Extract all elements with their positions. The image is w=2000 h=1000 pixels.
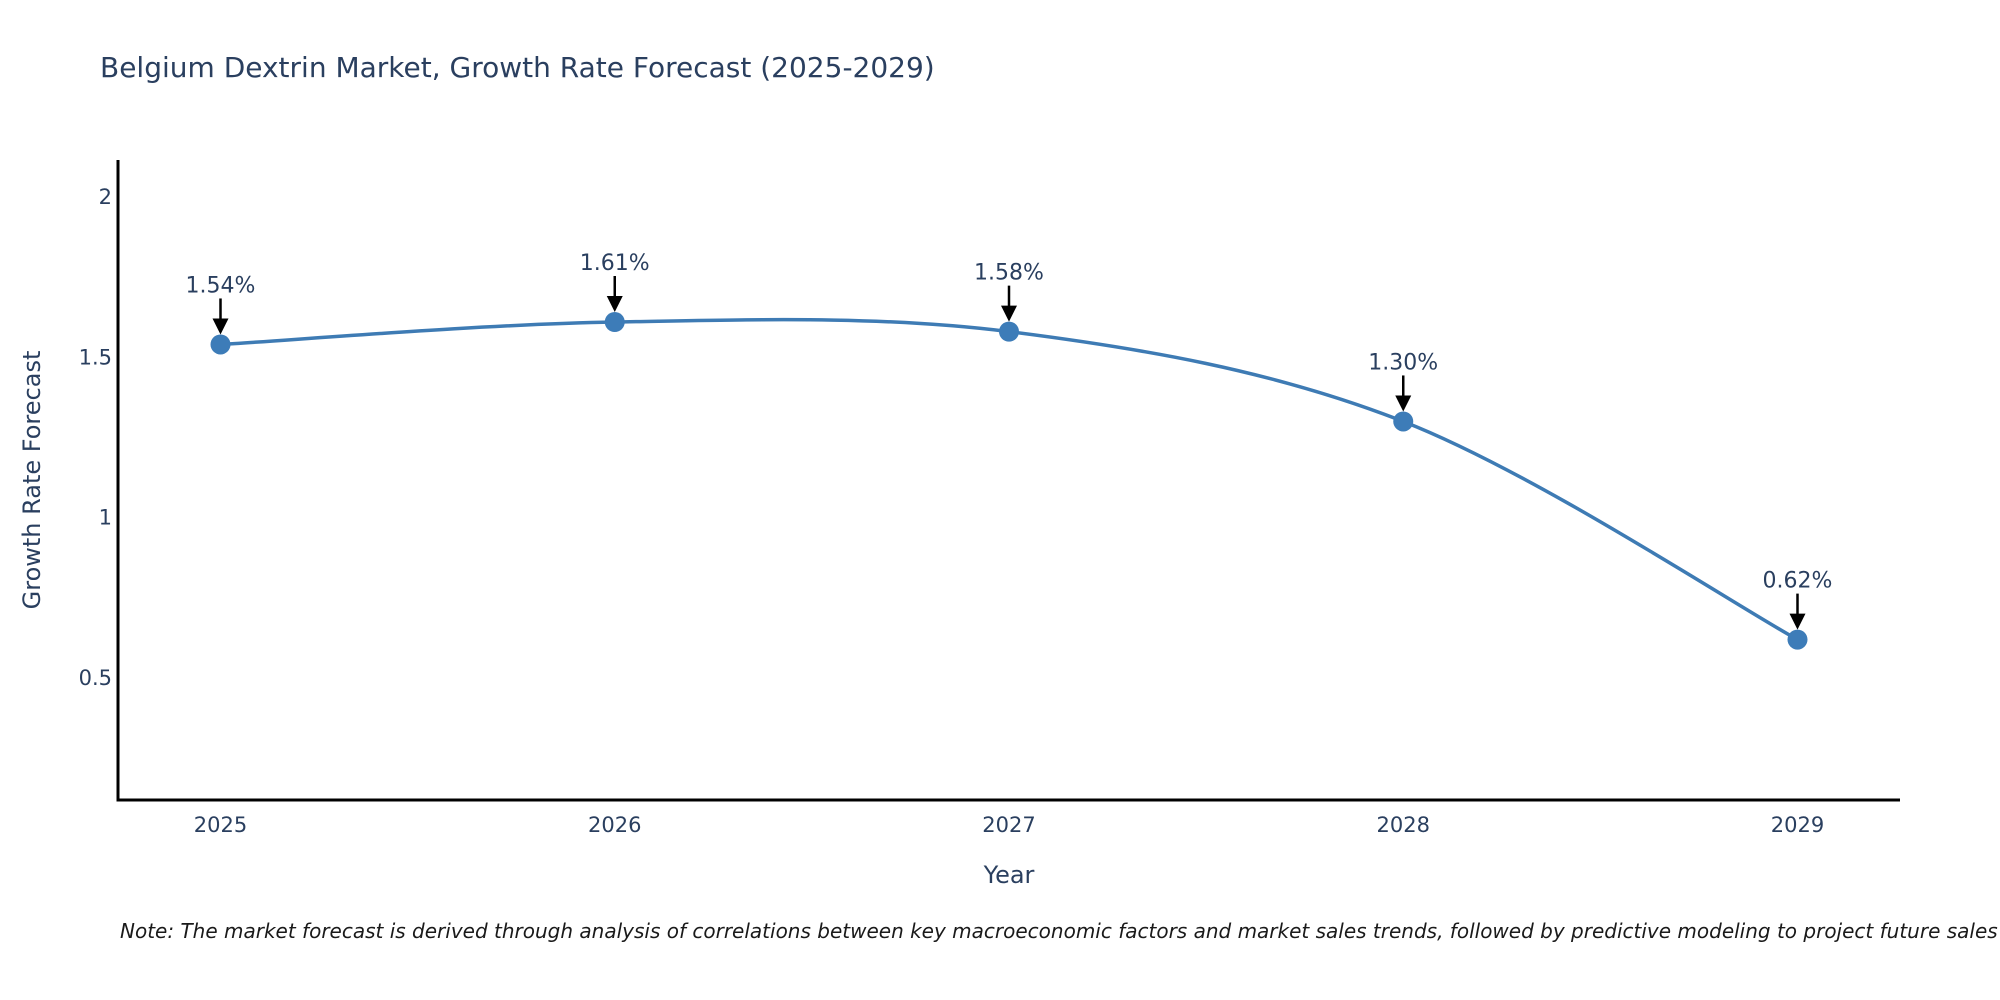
y-tick-label: 1.5 — [79, 345, 112, 369]
annotation-arrowhead-icon — [1001, 305, 1017, 322]
x-tick-label: 2029 — [1771, 813, 1824, 837]
data-point-2025 — [210, 334, 231, 355]
data-point-2029 — [1787, 629, 1808, 650]
chart-note: Note: The market forecast is derived thr… — [120, 919, 1998, 943]
point-value-label: 1.30% — [1368, 350, 1438, 375]
x-axis-title: Year — [983, 861, 1035, 889]
x-tick-label: 2028 — [1377, 813, 1430, 837]
data-point-2026 — [604, 312, 625, 333]
chart-title: Belgium Dextrin Market, Growth Rate Fore… — [100, 51, 935, 84]
x-tick-label: 2027 — [982, 813, 1035, 837]
y-tick-label: 2 — [99, 185, 112, 209]
y-tick-label: 0.5 — [79, 666, 112, 690]
data-point-2028 — [1393, 411, 1414, 432]
x-tick-label: 2026 — [588, 813, 641, 837]
annotation-arrowhead-icon — [1395, 395, 1412, 412]
y-tick-label: 1 — [99, 506, 112, 530]
point-value-label: 0.62% — [1763, 569, 1833, 594]
x-tick-label: 2025 — [194, 813, 247, 837]
data-point-2027 — [999, 321, 1019, 342]
annotation-arrowhead-icon — [1789, 613, 1806, 630]
annotation-arrowhead-icon — [606, 296, 623, 313]
forecast-line — [218, 317, 1800, 642]
y-axis-title: Growth Rate Forecast — [18, 350, 46, 610]
point-value-label: 1.61% — [580, 251, 650, 276]
point-value-label: 1.58% — [974, 261, 1044, 286]
point-value-label: 1.54% — [186, 273, 256, 298]
annotation-arrowhead-icon — [212, 318, 229, 335]
